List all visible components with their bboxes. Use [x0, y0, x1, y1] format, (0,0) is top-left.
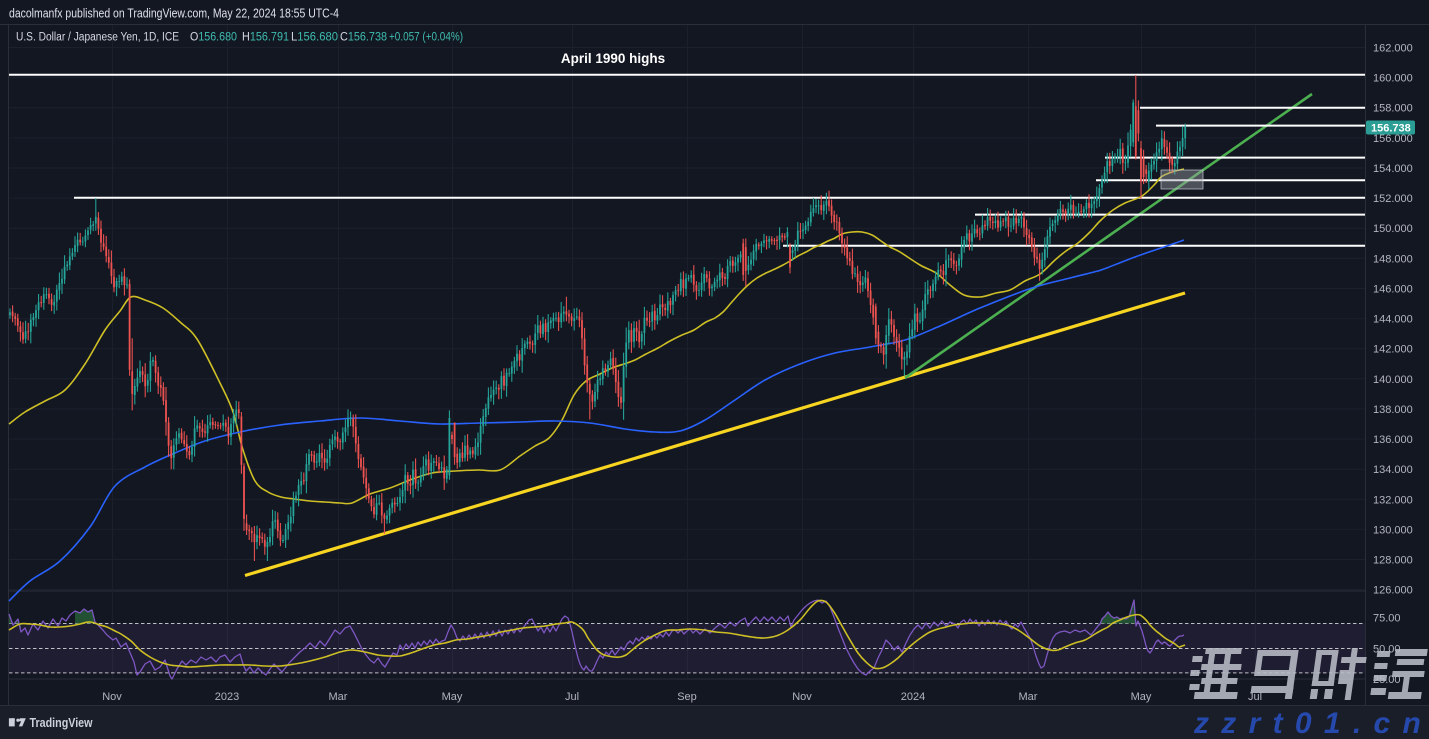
svg-text:April 1990 highs: April 1990 highs — [561, 51, 665, 66]
svg-text:Mar: Mar — [329, 691, 348, 703]
svg-text:2023: 2023 — [215, 691, 239, 703]
svg-text:158.000: 158.000 — [1373, 103, 1413, 115]
svg-text:O156.680: O156.680 — [190, 32, 237, 44]
svg-text:May: May — [442, 691, 463, 703]
svg-text:zzrt01.cn: zzrt01.cn — [1193, 707, 1429, 739]
svg-text:Nov: Nov — [792, 691, 812, 703]
svg-text:130.000: 130.000 — [1373, 524, 1413, 536]
svg-text:156.000: 156.000 — [1373, 133, 1413, 145]
svg-text:Jul: Jul — [1248, 691, 1262, 703]
svg-text:128.000: 128.000 — [1373, 555, 1413, 567]
svg-text:Nov: Nov — [102, 691, 122, 703]
svg-text:Jul: Jul — [565, 691, 579, 703]
svg-text:156.738: 156.738 — [1371, 123, 1411, 135]
svg-text:136.000: 136.000 — [1373, 434, 1413, 446]
svg-text:150.000: 150.000 — [1373, 223, 1413, 235]
svg-text:Mar: Mar — [1019, 691, 1038, 703]
svg-text:138.000: 138.000 — [1373, 404, 1413, 416]
svg-text:Sep: Sep — [677, 691, 697, 703]
svg-text:134.000: 134.000 — [1373, 464, 1413, 476]
svg-text:C156.738: C156.738 — [340, 32, 387, 44]
svg-text:148.000: 148.000 — [1373, 253, 1413, 265]
svg-text:126.000: 126.000 — [1373, 585, 1413, 597]
svg-text:dacolmanfx published on Tradin: dacolmanfx published on TradingView.com,… — [9, 7, 339, 21]
svg-text:162.000: 162.000 — [1373, 43, 1413, 55]
svg-text:152.000: 152.000 — [1373, 193, 1413, 205]
svg-text:160.000: 160.000 — [1373, 73, 1413, 85]
svg-text:146.000: 146.000 — [1373, 284, 1413, 296]
svg-text:140.000: 140.000 — [1373, 374, 1413, 386]
svg-text:154.000: 154.000 — [1373, 163, 1413, 175]
svg-text:+0.057 (+0.04%): +0.057 (+0.04%) — [389, 32, 463, 44]
svg-text:TradingView: TradingView — [30, 716, 93, 730]
svg-text:142.000: 142.000 — [1373, 344, 1413, 356]
svg-text:H156.791: H156.791 — [242, 32, 289, 44]
svg-text:U.S. Dollar / Japanese Yen, 1D: U.S. Dollar / Japanese Yen, 1D, ICE — [16, 32, 179, 44]
svg-text:L156.680: L156.680 — [291, 32, 338, 44]
svg-text:132.000: 132.000 — [1373, 494, 1413, 506]
svg-text:144.000: 144.000 — [1373, 314, 1413, 326]
svg-text:May: May — [1131, 691, 1152, 703]
svg-text:2024: 2024 — [901, 691, 925, 703]
svg-text:75.00: 75.00 — [1373, 612, 1401, 624]
